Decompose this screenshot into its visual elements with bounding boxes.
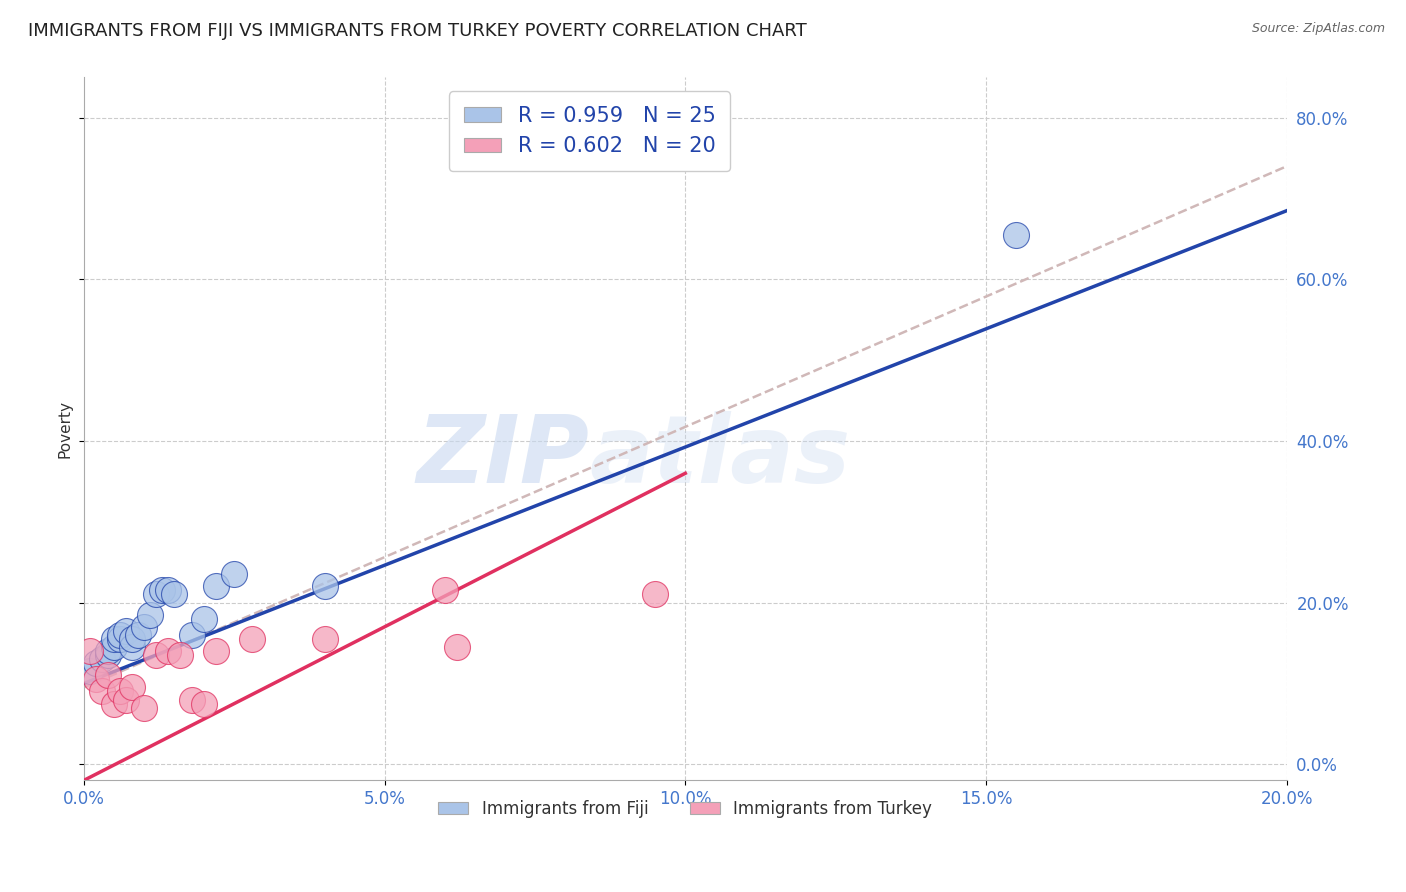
Point xyxy=(181,628,204,642)
Point xyxy=(91,652,114,666)
Point xyxy=(121,681,143,695)
Text: IMMIGRANTS FROM FIJI VS IMMIGRANTS FROM TURKEY POVERTY CORRELATION CHART: IMMIGRANTS FROM FIJI VS IMMIGRANTS FROM … xyxy=(28,22,807,40)
Point xyxy=(79,644,101,658)
Point xyxy=(121,632,143,646)
Point xyxy=(91,684,114,698)
Text: Source: ZipAtlas.com: Source: ZipAtlas.com xyxy=(1251,22,1385,36)
Point xyxy=(115,624,138,638)
Point xyxy=(644,587,666,601)
Point xyxy=(433,583,456,598)
Point xyxy=(139,607,162,622)
Point xyxy=(127,628,149,642)
Point xyxy=(108,684,131,698)
Point xyxy=(446,640,468,654)
Point xyxy=(193,697,215,711)
Point xyxy=(193,612,215,626)
Y-axis label: Poverty: Poverty xyxy=(58,400,72,458)
Point xyxy=(314,632,336,646)
Point xyxy=(97,644,120,658)
Text: atlas: atlas xyxy=(589,411,851,503)
Point xyxy=(1005,227,1028,242)
Point xyxy=(134,700,156,714)
Point xyxy=(115,692,138,706)
Point xyxy=(157,583,180,598)
Point xyxy=(169,648,191,662)
Point xyxy=(205,644,228,658)
Point xyxy=(97,648,120,662)
Legend: Immigrants from Fiji, Immigrants from Turkey: Immigrants from Fiji, Immigrants from Tu… xyxy=(432,793,939,825)
Point xyxy=(205,579,228,593)
Point xyxy=(314,579,336,593)
Point xyxy=(181,692,204,706)
Point xyxy=(145,587,167,601)
Point xyxy=(103,632,125,646)
Text: ZIP: ZIP xyxy=(416,411,589,503)
Point xyxy=(97,668,120,682)
Point xyxy=(150,583,173,598)
Point xyxy=(224,567,246,582)
Point xyxy=(108,628,131,642)
Point xyxy=(108,632,131,646)
Point xyxy=(84,656,107,670)
Point xyxy=(103,640,125,654)
Point xyxy=(145,648,167,662)
Point xyxy=(103,697,125,711)
Point xyxy=(163,587,186,601)
Point xyxy=(79,665,101,679)
Point xyxy=(121,640,143,654)
Point xyxy=(240,632,263,646)
Point xyxy=(84,673,107,687)
Point xyxy=(157,644,180,658)
Point xyxy=(134,620,156,634)
